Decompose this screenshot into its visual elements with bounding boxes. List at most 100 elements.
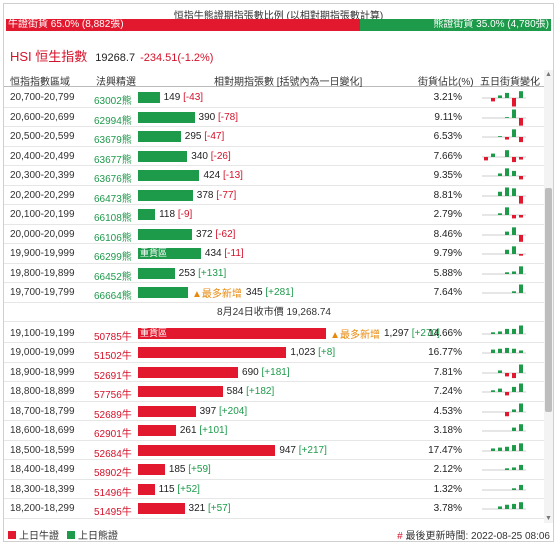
contracts-bar	[138, 111, 195, 123]
five-day-sparkline	[482, 284, 526, 294]
row-warrant-code[interactable]: 50785牛	[94, 331, 132, 343]
sparkline-bar	[505, 249, 509, 254]
row-warrant-code[interactable]: 63677熊	[94, 154, 132, 166]
row-warrant-code[interactable]: 52689牛	[94, 409, 132, 421]
row-warrant-code[interactable]: 52684牛	[94, 448, 132, 460]
contracts-bar	[138, 503, 185, 514]
row-warrant-code[interactable]: 52691牛	[94, 370, 132, 382]
sparkline-bar	[512, 109, 516, 118]
contracts-bar	[138, 267, 175, 279]
sparkline-bar	[498, 213, 502, 215]
sparkline-bar	[519, 484, 523, 490]
row-bar-zone: 372 [-62]	[138, 227, 235, 242]
row-bar-zone: 947 [+217]	[138, 443, 327, 458]
row-contracts-delta: [+101]	[199, 425, 228, 436]
five-day-sparkline	[482, 464, 526, 471]
sparkline-bar	[491, 153, 495, 157]
row-warrant-code[interactable]: 63679熊	[94, 135, 132, 146]
table-row[interactable]: 19,800-19,899 66452熊 253 [+131] 5.88%	[4, 264, 544, 283]
col-five-day: 五日街貨變化	[480, 77, 540, 88]
sparkline-bar	[491, 390, 495, 392]
table-row[interactable]: 20,200-20,299 66473熊 378 [-77] 8.81%	[4, 186, 544, 205]
row-warrant-code[interactable]: 51495牛	[94, 507, 132, 518]
table-row[interactable]: 19,900-19,999 66299熊 重貨區 434 [-11] 9.79%	[4, 244, 544, 264]
row-warrant-code[interactable]: 66664熊	[94, 291, 132, 302]
row-bar-zone: 重貨區 ▲最多新增 1,297 [+270]	[138, 326, 440, 341]
row-bar-zone: 321 [+57]	[138, 501, 231, 516]
sparkline-bar	[505, 504, 509, 509]
table-row[interactable]: 20,300-20,399 63676熊 424 [-13] 9.35%	[4, 166, 544, 186]
row-contracts-delta: [-11]	[224, 248, 244, 259]
sparkline-bar	[519, 350, 523, 353]
sparkline-bar	[484, 156, 488, 160]
row-contracts-delta: [+182]	[246, 386, 275, 397]
row-warrant-code[interactable]: 63002熊	[94, 96, 132, 107]
col-share: 街貨佔比(%)	[418, 77, 474, 88]
row-warrant-code[interactable]: 58902牛	[94, 468, 132, 479]
row-warrant-code[interactable]: 66452熊	[94, 271, 132, 283]
table-row[interactable]: 20,000-20,099 66106熊 372 [-62] 8.46%	[4, 225, 544, 244]
row-warrant-code[interactable]: 57756牛	[94, 390, 132, 401]
warrant-panel: 恒指牛熊證期指張數比例 (以相對期指張數計算) 牛證街貨 65.0% (8,88…	[3, 3, 554, 542]
row-contracts: 372 [-62]	[196, 229, 235, 240]
table-row[interactable]: 19,000-19,099 51502牛 1,023 [+8] 16.77%	[4, 343, 544, 363]
row-share: 9.79%	[433, 248, 462, 259]
sparkline-bar	[519, 325, 523, 334]
row-range: 18,900-18,999	[10, 366, 75, 378]
table-row[interactable]: 18,500-18,599 52684牛 947 [+217] 17.47%	[4, 441, 544, 460]
table-body[interactable]: 20,700-20,799 63002熊 149 [-43] 3.21% 20,600-…	[4, 88, 544, 523]
sparkline-bar	[512, 215, 516, 219]
row-range: 19,700-19,799	[10, 287, 75, 298]
scrollbar[interactable]: ▲ ▼	[544, 70, 553, 523]
sparkline-bar	[498, 136, 502, 137]
table-row[interactable]: 20,500-20,599 63679熊 295 [-47] 6.53%	[4, 127, 544, 147]
table-row[interactable]: 20,400-20,499 63677熊 340 [-26] 7.66%	[4, 147, 544, 166]
row-share: 7.64%	[433, 287, 462, 298]
row-warrant-code[interactable]: 51496牛	[94, 487, 132, 499]
scroll-up-icon[interactable]: ▲	[545, 71, 552, 78]
sparkline-bar	[505, 207, 509, 215]
table-row[interactable]: 20,700-20,799 63002熊 149 [-43] 3.21%	[4, 88, 544, 108]
row-bar-zone: 253 [+131]	[138, 266, 226, 281]
legend-bull-label: 上日牛證	[19, 531, 59, 542]
table-row[interactable]: 18,300-18,399 51496牛 115 [+52] 1.32%	[4, 480, 544, 499]
row-share: 5.88%	[433, 267, 462, 279]
row-warrant-code[interactable]: 66106熊	[94, 232, 132, 244]
table-row[interactable]: 19,100-19,199 50785牛 重貨區 ▲最多新增 1,297 [+270] 1…	[4, 324, 544, 343]
row-warrant-code[interactable]: 66299熊	[94, 252, 132, 263]
scroll-down-icon[interactable]: ▼	[545, 515, 552, 522]
sparkline-bar	[512, 170, 516, 176]
sparkline-bar	[512, 386, 516, 392]
row-warrant-code[interactable]: 51502牛	[94, 351, 132, 362]
table-row[interactable]: 19,700-19,799 66664熊 ▲最多新增 345 [+281] 7.64%	[4, 283, 544, 303]
row-share: 2.12%	[433, 464, 462, 475]
table-row[interactable]: 18,600-18,699 62901牛 261 [+101] 3.18%	[4, 421, 544, 441]
row-contracts-value: 397	[199, 405, 217, 417]
row-contracts-delta: [-78]	[218, 111, 239, 123]
sparkline-bar	[505, 392, 509, 396]
sparkline-bar	[498, 330, 502, 334]
row-contracts-value: 261	[179, 425, 197, 436]
row-warrant-code[interactable]: 63676熊	[94, 174, 132, 185]
sparkline-bar	[512, 487, 516, 490]
table-row[interactable]: 18,400-18,499 58902牛 185 [+59] 2.12%	[4, 460, 544, 480]
row-contracts-delta: [+52]	[177, 483, 200, 495]
contracts-bar	[138, 287, 189, 298]
legend-bear: 上日熊證	[67, 527, 118, 541]
table-row[interactable]: 18,900-18,999 52691牛 690 [+181] 7.81%	[4, 363, 544, 382]
contracts-bar	[138, 386, 223, 397]
scrollbar-thumb[interactable]	[545, 188, 552, 412]
table-row[interactable]: 18,700-18,799 52689牛 397 [+204] 4.53%	[4, 402, 544, 421]
table-header: 恒指指數區域 法興精選 相對期指張數 [括號內為一日變化] 街貨佔比(%) 五日…	[4, 70, 544, 88]
table-row[interactable]: 18,800-18,899 57756牛 584 [+182] 7.24%	[4, 382, 544, 402]
contracts-bar	[138, 228, 192, 240]
table-row[interactable]: 20,600-20,699 62994熊 390 [-78] 9.11%	[4, 108, 544, 127]
sparkline-bar	[491, 98, 495, 102]
row-warrant-code[interactable]: 66473熊	[94, 193, 132, 205]
table-row[interactable]: 18,200-18,299 51495牛 321 [+57] 3.78%	[4, 499, 544, 519]
row-warrant-code[interactable]: 66108熊	[94, 213, 132, 224]
sparkline-bar	[505, 446, 509, 451]
row-warrant-code[interactable]: 62994熊	[94, 115, 132, 127]
row-warrant-code[interactable]: 62901牛	[94, 429, 132, 440]
table-row[interactable]: 20,100-20,199 66108熊 118 [-9] 2.79%	[4, 205, 544, 225]
